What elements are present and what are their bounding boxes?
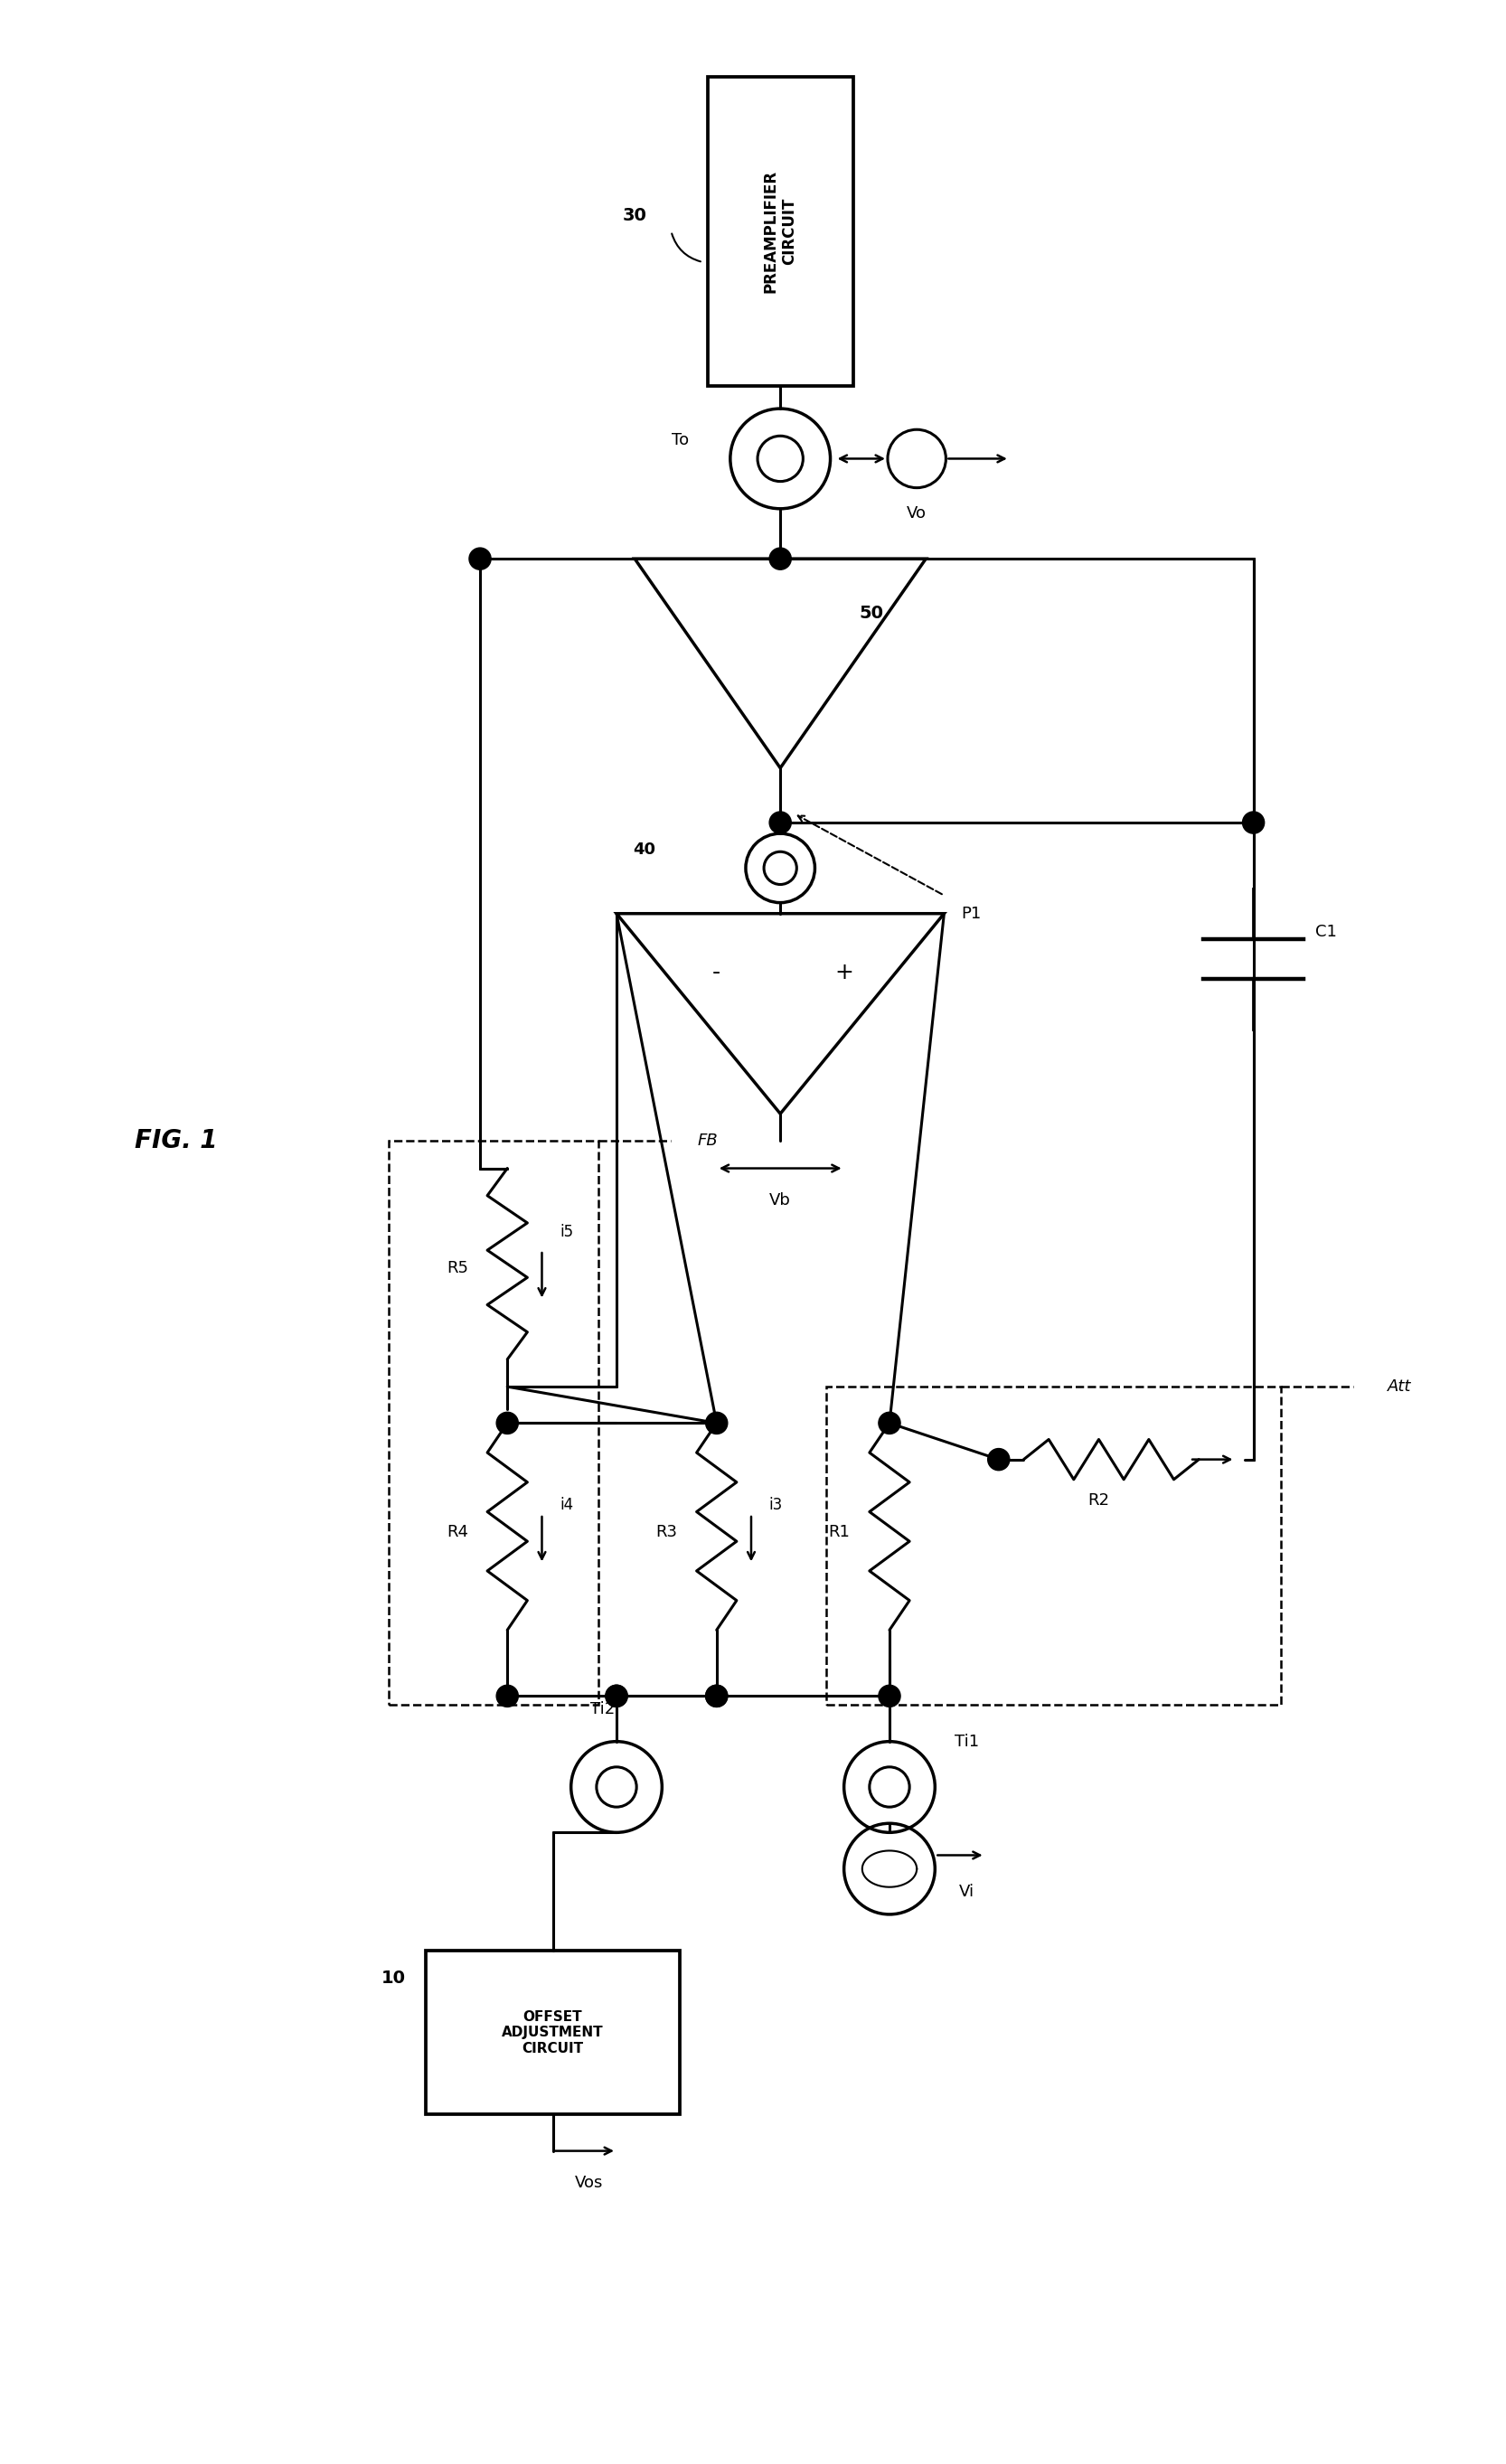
Text: 50: 50: [858, 604, 884, 621]
Text: Ti1: Ti1: [955, 1732, 979, 1749]
Bar: [708, 76, 852, 387]
Circle shape: [878, 1412, 901, 1434]
Text: R3: R3: [655, 1525, 678, 1540]
Text: Vi: Vi: [959, 1882, 974, 1900]
Text: R5: R5: [446, 1259, 468, 1276]
Bar: [425, 1951, 681, 2114]
Text: 40: 40: [633, 843, 655, 857]
Text: R4: R4: [446, 1525, 468, 1540]
Circle shape: [770, 547, 791, 569]
Text: R2: R2: [1087, 1493, 1110, 1508]
Text: Vo: Vo: [907, 505, 926, 522]
Circle shape: [468, 547, 491, 569]
Text: 10: 10: [381, 1969, 405, 1986]
Text: i3: i3: [770, 1496, 783, 1513]
Text: Vb: Vb: [770, 1193, 791, 1207]
Circle shape: [497, 1412, 518, 1434]
Text: OFFSET
ADJUSTMENT
CIRCUIT: OFFSET ADJUSTMENT CIRCUIT: [501, 2011, 604, 2055]
Text: Vos: Vos: [575, 2176, 604, 2190]
Text: +: +: [834, 961, 854, 983]
Circle shape: [770, 811, 791, 833]
Text: FIG. 1: FIG. 1: [134, 1129, 217, 1153]
Text: C1: C1: [1315, 924, 1337, 939]
Text: R1: R1: [828, 1525, 851, 1540]
Circle shape: [497, 1685, 518, 1708]
Text: -: -: [712, 961, 721, 983]
Text: PREAMPLIFIER
CIRCUIT: PREAMPLIFIER CIRCUIT: [762, 170, 798, 293]
Text: i5: i5: [560, 1225, 574, 1239]
Text: 30: 30: [622, 207, 648, 224]
Text: i4: i4: [560, 1496, 574, 1513]
Text: FB: FB: [697, 1133, 718, 1148]
Text: Att: Att: [1387, 1377, 1411, 1395]
Circle shape: [605, 1685, 628, 1708]
Text: Ti2: Ti2: [590, 1703, 614, 1717]
Circle shape: [706, 1412, 727, 1434]
Circle shape: [988, 1449, 1009, 1471]
Circle shape: [605, 1685, 628, 1708]
Bar: [389, 1141, 598, 1705]
Bar: [825, 1387, 1280, 1705]
Circle shape: [706, 1685, 727, 1708]
Circle shape: [706, 1685, 727, 1708]
Circle shape: [1242, 811, 1265, 833]
Circle shape: [878, 1685, 901, 1708]
Text: P1: P1: [961, 904, 982, 922]
Text: To: To: [672, 431, 688, 448]
